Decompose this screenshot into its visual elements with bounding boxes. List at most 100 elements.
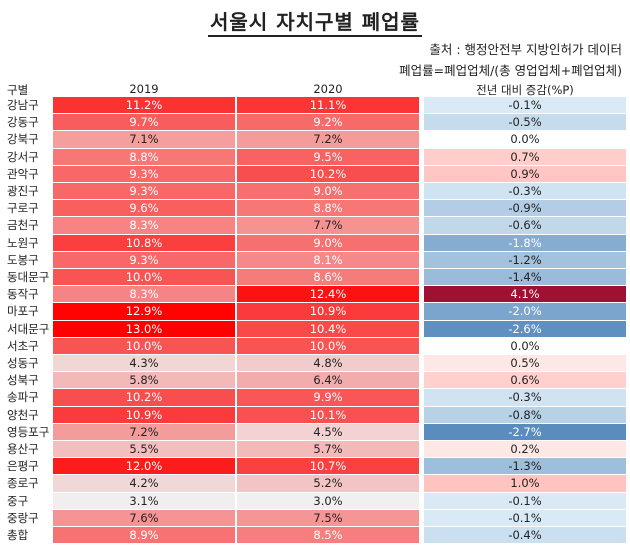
value-2019-cell: 8.8%: [53, 148, 235, 165]
table-row: 송파구 10.2% 9.9% -0.3%: [0, 389, 630, 406]
value-2020-cell: 9.9%: [237, 389, 419, 406]
district-label: 성북구: [7, 373, 39, 388]
district-label: 중랑구: [7, 510, 39, 525]
table-row: 광진구 9.3% 9.0% -0.3%: [0, 183, 630, 200]
district-label: 송파구: [7, 390, 39, 405]
district-label: 종로구: [7, 476, 39, 491]
table-row: 중구 3.1% 3.0% -0.1%: [0, 492, 630, 510]
table-row: 총합 8.9% 8.5% -0.4%: [0, 527, 630, 544]
change-cell: -1.8%: [424, 234, 626, 251]
district-label: 동대문구: [7, 270, 50, 284]
district-label: 용산구: [7, 442, 39, 456]
value-2019-cell: 3.1%: [53, 492, 235, 509]
change-cell: -0.6%: [424, 217, 626, 234]
change-cell: -2.0%: [424, 303, 626, 320]
district-label: 중구: [7, 493, 29, 508]
value-2020-cell: 7.5%: [237, 509, 419, 526]
value-2020-cell: 5.7%: [237, 441, 419, 458]
column-header-2019: 2019: [129, 82, 159, 96]
change-cell: 0.7%: [424, 148, 626, 165]
value-2019-cell: 8.3%: [53, 217, 235, 234]
change-cell: -1.4%: [424, 269, 626, 286]
table-row: 강서구 8.8% 9.5% 0.7%: [0, 148, 630, 166]
table-row: 관악구 9.3% 10.2% 0.9%: [0, 165, 630, 183]
value-2019-cell: 8.9%: [53, 527, 235, 544]
district-label: 은평구: [7, 459, 39, 474]
value-2020-cell: 12.4%: [237, 286, 419, 303]
change-cell: 0.6%: [424, 372, 626, 389]
table-row: 서대문구 13.0% 10.4% -2.6%: [0, 320, 630, 338]
value-2019-cell: 7.6%: [53, 509, 235, 526]
table-row: 동대문구 10.0% 8.6% -1.4%: [0, 269, 630, 286]
table-row: 도봉구 9.3% 8.1% -1.2%: [0, 251, 630, 269]
district-label: 영등포구: [7, 424, 50, 439]
value-2019-cell: 9.7%: [53, 114, 235, 131]
value-2020-cell: 9.2%: [237, 114, 419, 131]
table-row: 금천구 8.3% 7.7% -0.6%: [0, 217, 630, 234]
table-row: 동작구 8.3% 12.4% 4.1%: [0, 286, 630, 303]
value-2020-cell: 7.2%: [237, 131, 419, 148]
district-label: 광진구: [7, 184, 39, 198]
value-2020-cell: 10.7%: [237, 458, 419, 475]
table-row: 은평구 12.0% 10.7% -1.3%: [0, 458, 630, 475]
value-2019-cell: 9.6%: [53, 200, 235, 217]
change-cell: -2.7%: [424, 423, 626, 440]
change-cell: -2.6%: [424, 320, 626, 337]
table-row: 노원구 10.8% 9.0% -1.8%: [0, 234, 630, 252]
value-2020-cell: 4.8%: [237, 355, 419, 372]
change-cell: -0.3%: [424, 183, 626, 200]
value-2019-cell: 9.3%: [53, 183, 235, 200]
value-2020-cell: 9.0%: [237, 234, 419, 251]
change-cell: -0.8%: [424, 406, 626, 423]
table-row: 강동구 9.7% 9.2% -0.5%: [0, 114, 630, 131]
change-cell: -0.5%: [424, 114, 626, 131]
district-label: 강북구: [7, 132, 39, 147]
table-row: 양천구 10.9% 10.1% -0.8%: [0, 406, 630, 424]
change-cell: 0.2%: [424, 441, 626, 458]
value-2019-cell: 10.9%: [53, 406, 235, 423]
district-label: 동작구: [7, 287, 39, 302]
change-cell: -0.1%: [424, 492, 626, 509]
district-label: 총합: [7, 528, 29, 542]
district-label: 서초구: [7, 338, 39, 353]
district-label: 금천구: [7, 218, 39, 233]
table-row: 구로구 9.6% 8.8% -0.9%: [0, 200, 630, 217]
change-cell: -0.4%: [424, 527, 626, 544]
value-2019-cell: 12.9%: [53, 303, 235, 320]
change-cell: -0.9%: [424, 200, 626, 217]
district-label: 마포구: [7, 304, 39, 319]
value-2019-cell: 4.3%: [53, 355, 235, 372]
district-label: 노원구: [7, 235, 39, 250]
district-label: 성동구: [7, 356, 39, 370]
value-2019-cell: 5.5%: [53, 441, 235, 458]
value-2020-cell: 9.5%: [237, 148, 419, 165]
district-label: 도봉구: [7, 252, 39, 267]
value-2020-cell: 8.5%: [237, 527, 419, 544]
value-2020-cell: 10.9%: [237, 303, 419, 320]
value-2019-cell: 11.2%: [53, 97, 235, 114]
value-2019-cell: 4.2%: [53, 475, 235, 492]
value-2019-cell: 10.0%: [53, 269, 235, 286]
value-2019-cell: 9.3%: [53, 165, 235, 182]
value-2019-cell: 13.0%: [53, 320, 235, 337]
column-header-district: 구별: [7, 83, 29, 97]
value-2019-cell: 10.2%: [53, 389, 235, 406]
value-2019-cell: 10.8%: [53, 234, 235, 251]
column-header-change: 전년 대비 증감(%P): [476, 83, 574, 97]
table-row: 강북구 7.1% 7.2% 0.0%: [0, 131, 630, 148]
value-2020-cell: 8.1%: [237, 251, 419, 268]
chart-title: 서울시 자치구별 폐업률: [0, 6, 630, 37]
value-2020-cell: 11.1%: [237, 97, 419, 114]
district-label: 강남구: [7, 98, 39, 112]
table-row: 용산구 5.5% 5.7% 0.2%: [0, 441, 630, 458]
change-cell: 0.0%: [424, 337, 626, 354]
table-row: 중랑구 7.6% 7.5% -0.1%: [0, 509, 630, 527]
value-2019-cell: 7.2%: [53, 423, 235, 440]
district-label: 관악구: [7, 166, 39, 181]
value-2020-cell: 4.5%: [237, 423, 419, 440]
value-2020-cell: 3.0%: [237, 492, 419, 509]
column-header-2020: 2020: [313, 82, 343, 96]
value-2020-cell: 10.4%: [237, 320, 419, 337]
value-2019-cell: 7.1%: [53, 131, 235, 148]
value-2019-cell: 12.0%: [53, 458, 235, 475]
